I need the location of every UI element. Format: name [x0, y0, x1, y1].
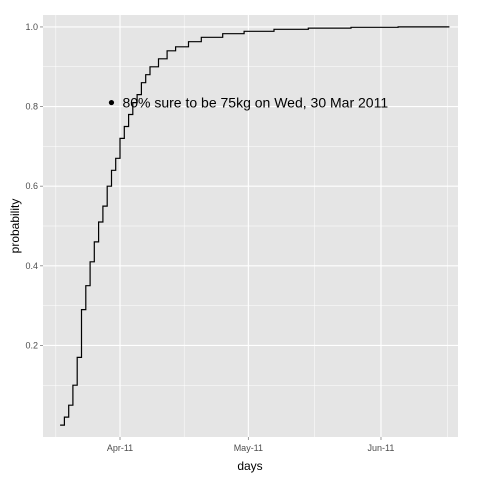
y-tick-label: 0.6 [25, 181, 38, 191]
cdf-step-line [60, 26, 450, 426]
x-axis-title: days [237, 459, 262, 473]
y-tick-label: 0.4 [25, 261, 38, 271]
annotation-point [108, 99, 115, 106]
gridlines [43, 15, 458, 437]
annotation-label: 80% sure to be 75kg on Wed, 30 Mar 2011 [122, 95, 388, 111]
axis-ticks: 0.2 0.4 0.6 0.8 1.0 Apr-11 May-11 Jun-11 [25, 22, 394, 453]
y-tick-label: 1.0 [25, 22, 38, 32]
y-tick-label: 0.8 [25, 102, 38, 112]
y-axis-title: probability [8, 199, 22, 254]
y-tick-label: 0.2 [25, 340, 38, 350]
x-tick-label: Jun-11 [368, 443, 395, 453]
x-tick-label: May-11 [234, 443, 263, 453]
x-tick-label: Apr-11 [107, 443, 133, 453]
